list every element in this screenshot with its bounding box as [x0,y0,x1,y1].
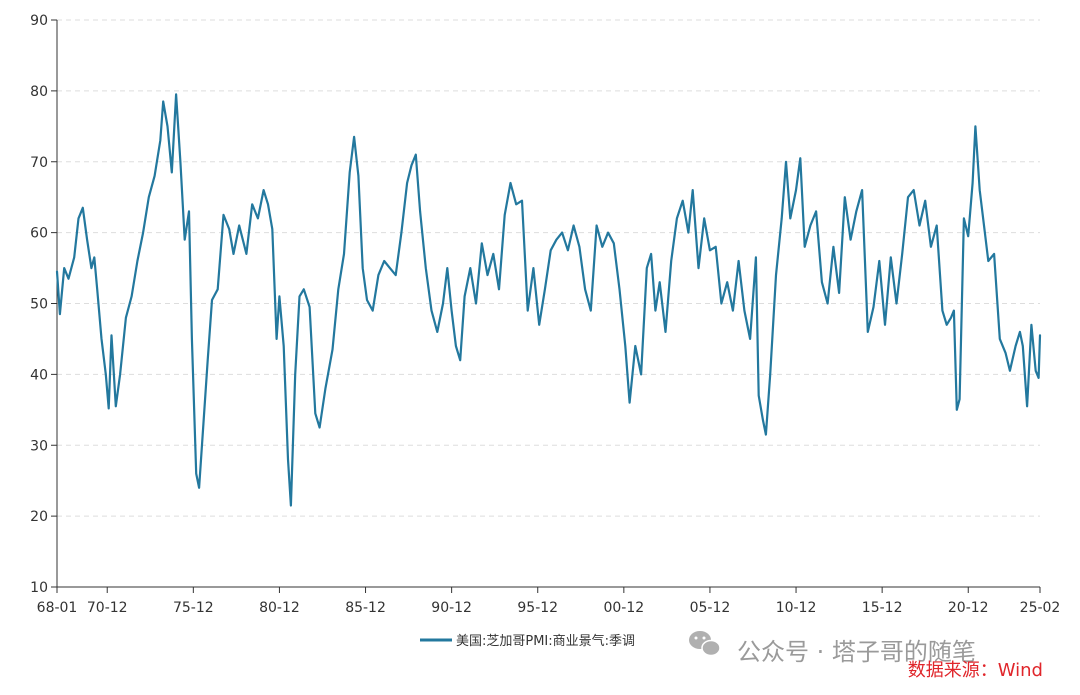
x-tick-label: 95-12 [517,600,558,616]
y-tick-label: 40 [30,367,48,383]
y-tick-label: 10 [30,580,48,596]
plot-area [55,93,1042,507]
y-tick-label: 70 [30,155,48,171]
x-tick-label: 85-12 [345,600,386,616]
x-tick-label: 90-12 [431,600,472,616]
x-tick-label: 25-02 [1020,600,1061,616]
watermark: 公众号 · 塔子哥的随笔 [689,631,976,666]
data-source-label: 数据来源：Wind [908,660,1043,681]
y-axis: 10 20 30 40 50 60 70 80 90 [30,13,58,596]
gridlines [57,19,1040,517]
wechat-icon [689,631,721,657]
x-tick-label: 70-12 [87,600,128,616]
legend: 美国:芝加哥PMI:商业景气:季调 [420,633,635,649]
x-tick-label: 15-12 [862,600,903,616]
y-tick-label: 50 [30,297,48,313]
x-tick-label: 20-12 [948,600,989,616]
x-tick-label: 75-12 [173,600,214,616]
series-line [55,93,1042,507]
y-tick-label: 20 [30,509,48,525]
y-tick-label: 60 [30,226,48,242]
x-tick-label: 00-12 [603,600,644,616]
x-axis: 68-01 70-12 75-12 80-12 85-12 90-12 95-12 00-12… [37,586,1061,616]
x-tick-label: 80-12 [259,600,300,616]
x-tick-label: 10-12 [776,600,817,616]
y-tick-label: 30 [30,438,48,454]
legend-label: 美国:芝加哥PMI:商业景气:季调 [456,633,635,649]
x-tick-label: 68-01 [37,600,78,616]
y-tick-label: 80 [30,84,48,100]
x-tick-label: 05-12 [690,600,731,616]
y-tick-label: 90 [30,13,48,29]
watermark-text: 公众号 · 塔子哥的随笔 [737,638,976,666]
